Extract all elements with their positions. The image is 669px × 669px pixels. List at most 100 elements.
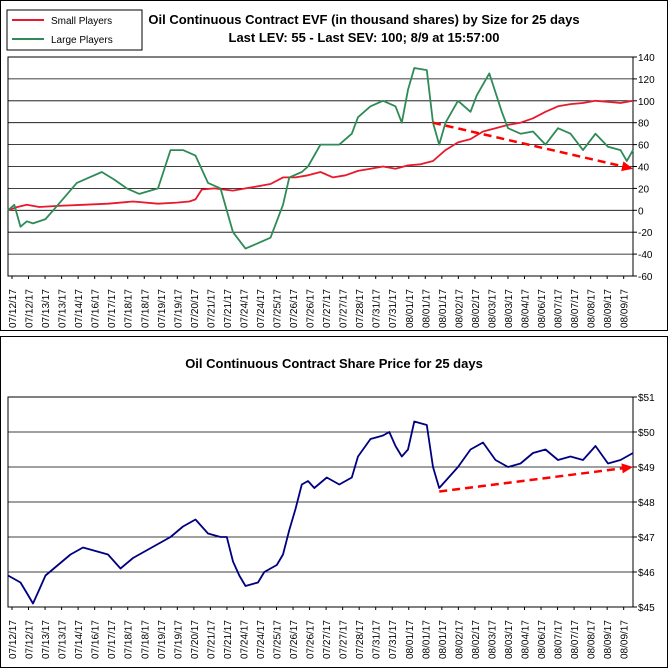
bottom-x-tick-label: 07/26/17: [306, 620, 317, 659]
bottom-x-tick-label: 07/19/17: [173, 620, 184, 659]
top-trend-arrow-line: [432, 121, 634, 170]
top-x-tick-label: 08/01/17: [438, 289, 449, 328]
top-x-tick-label: 07/21/17: [223, 289, 234, 328]
top-y-tick-label: 100: [638, 97, 655, 108]
top-x-tick-label: 08/08/17: [587, 289, 598, 328]
bottom-x-tick-label: 07/26/17: [289, 620, 300, 659]
bottom-x-tick-label: 07/12/17: [8, 620, 19, 659]
bottom-x-tick-label: 08/02/17: [471, 620, 482, 659]
top-x-tick-label: 07/12/17: [25, 289, 36, 328]
bottom-x-tick-label: 07/13/17: [41, 620, 52, 659]
top-x-tick-label: 08/02/17: [454, 289, 465, 328]
bottom-x-tick-label: 07/21/17: [223, 620, 234, 659]
bottom-x-tick-label: 08/09/17: [603, 620, 614, 659]
top-x-tick-label: 07/19/17: [173, 289, 184, 328]
bottom-y-tick-label: $50: [638, 428, 655, 439]
top-x-tick-label: 08/09/17: [603, 289, 614, 328]
top-y-tick-label: 120: [638, 75, 655, 86]
top-x-tick-label: 07/21/17: [206, 289, 217, 328]
bottom-y-tick-label: $47: [638, 533, 655, 544]
bottom-x-tick-label: 07/17/17: [107, 620, 118, 659]
bottom-x-tick-label: 07/25/17: [273, 620, 284, 659]
bottom-x-tick-label: 08/04/17: [520, 620, 531, 659]
bottom-y-tick-label: $45: [638, 603, 655, 614]
top-x-tick-label: 07/27/17: [339, 289, 350, 328]
bottom-chart-title: Oil Continuous Contract Share Price for …: [185, 356, 483, 371]
top-x-tick-label: 08/07/17: [554, 289, 565, 328]
top-x-tick-label: 08/01/17: [405, 289, 416, 328]
top-x-tick-label: 07/18/17: [140, 289, 151, 328]
top-x-tick-label: 08/06/17: [537, 289, 548, 328]
top-y-tick-label: -40: [638, 250, 653, 261]
top-y-tick-label: -60: [638, 272, 653, 283]
top-chart-legend: Small Players Large Players: [6, 9, 143, 51]
bottom-x-tick-label: 07/13/17: [58, 620, 69, 659]
bottom-x-tick-label: 08/01/17: [421, 620, 432, 659]
bottom-x-tick-label: 07/18/17: [140, 620, 151, 659]
bottom-x-tick-label: 07/20/17: [190, 620, 201, 659]
bottom-x-tick-label: 07/28/17: [355, 620, 366, 659]
top-y-tick-label: 140: [638, 53, 655, 64]
top-plot-area: 140 120 100 80 60 40 20 0 -20 -40 -60 07/12/17 07/12…: [7, 53, 655, 328]
bottom-x-tick-label: 08/03/17: [487, 620, 498, 659]
bottom-trend-arrow-head: [621, 463, 633, 474]
top-chart-title: Oil Continuous Contract EVF (in thousand…: [148, 12, 579, 27]
bottom-x-tick-label: 07/31/17: [372, 620, 383, 659]
top-x-tick-label: 07/25/17: [273, 289, 284, 328]
top-trend-arrow-head: [621, 161, 633, 172]
top-x-tick-label: 08/03/17: [504, 289, 515, 328]
bottom-x-tick-label: 08/07/17: [554, 620, 565, 659]
top-x-tick-label: 07/27/17: [322, 289, 333, 328]
top-x-tick-label: 07/12/17: [8, 289, 19, 328]
bottom-x-tick-label: 08/07/17: [570, 620, 581, 659]
bottom-x-tick-label: 08/02/17: [454, 620, 465, 659]
top-x-tick-label: 08/04/17: [520, 289, 531, 328]
top-x-tick-label: 07/20/17: [190, 289, 201, 328]
top-x-tick-label: 07/26/17: [306, 289, 317, 328]
bottom-x-tick-label: 07/27/17: [339, 620, 350, 659]
legend-label-large-players: Large Players: [51, 35, 113, 46]
top-y-tick-label: 80: [638, 119, 650, 130]
bottom-x-tick-label: 08/03/17: [504, 620, 515, 659]
bottom-x-tick-label: 07/14/17: [74, 620, 85, 659]
bottom-trend-arrow-line: [439, 465, 634, 493]
bottom-y-tick-label: $51: [638, 393, 655, 404]
bottom-y-tick-label: $46: [638, 568, 655, 579]
bottom-x-tick-label: 07/18/17: [124, 620, 135, 659]
top-y-tick-label: 0: [638, 206, 644, 217]
legend-box: [6, 9, 143, 51]
bottom-x-tick-label: 08/09/17: [620, 620, 631, 659]
bottom-x-tick-label: 08/06/17: [537, 620, 548, 659]
bottom-y-tick-label: $48: [638, 498, 655, 509]
top-x-tick-label: 07/31/17: [388, 289, 399, 328]
bottom-x-tick-label: 08/01/17: [438, 620, 449, 659]
top-y-tick-label: 60: [638, 141, 650, 152]
top-x-tick-label: 07/13/17: [41, 289, 52, 328]
bottom-x-tick-label: 08/01/17: [405, 620, 416, 659]
top-x-tick-label: 07/19/17: [157, 289, 168, 328]
bottom-x-tick-label: 07/24/17: [256, 620, 267, 659]
top-x-tick-label: 07/24/17: [256, 289, 267, 328]
top-y-tick-label: -20: [638, 228, 653, 239]
top-x-tick-label: 07/16/17: [91, 289, 102, 328]
top-x-tick-label: 08/03/17: [487, 289, 498, 328]
bottom-x-tick-label: 07/31/17: [388, 620, 399, 659]
bottom-x-tick-label: 07/24/17: [239, 620, 250, 659]
top-x-tick-label: 08/09/17: [620, 289, 631, 328]
top-y-tick-label: 40: [638, 163, 650, 174]
top-series-line-large-players: [7, 67, 634, 250]
top-x-tick-label: 08/02/17: [471, 289, 482, 328]
top-x-tick-label: 07/18/17: [124, 289, 135, 328]
top-x-tick-label: 08/01/17: [421, 289, 432, 328]
bottom-x-tick-label: 07/19/17: [157, 620, 168, 659]
bottom-x-tick-label: 07/27/17: [322, 620, 333, 659]
top-x-tick-label: 07/24/17: [239, 289, 250, 328]
top-x-tick-label: 07/13/17: [58, 289, 69, 328]
top-x-tick-label: 07/26/17: [289, 289, 300, 328]
bottom-x-tick-label: 07/12/17: [25, 620, 36, 659]
top-x-tick-label: 07/17/17: [107, 289, 118, 328]
bottom-series-line-0: [7, 420, 634, 605]
bottom-plot-area: $51 $50 $49 $48 $47 $46 $45 07/12/17 07/12/17 07/…: [7, 393, 655, 659]
bottom-x-tick-label: 08/08/17: [587, 620, 598, 659]
